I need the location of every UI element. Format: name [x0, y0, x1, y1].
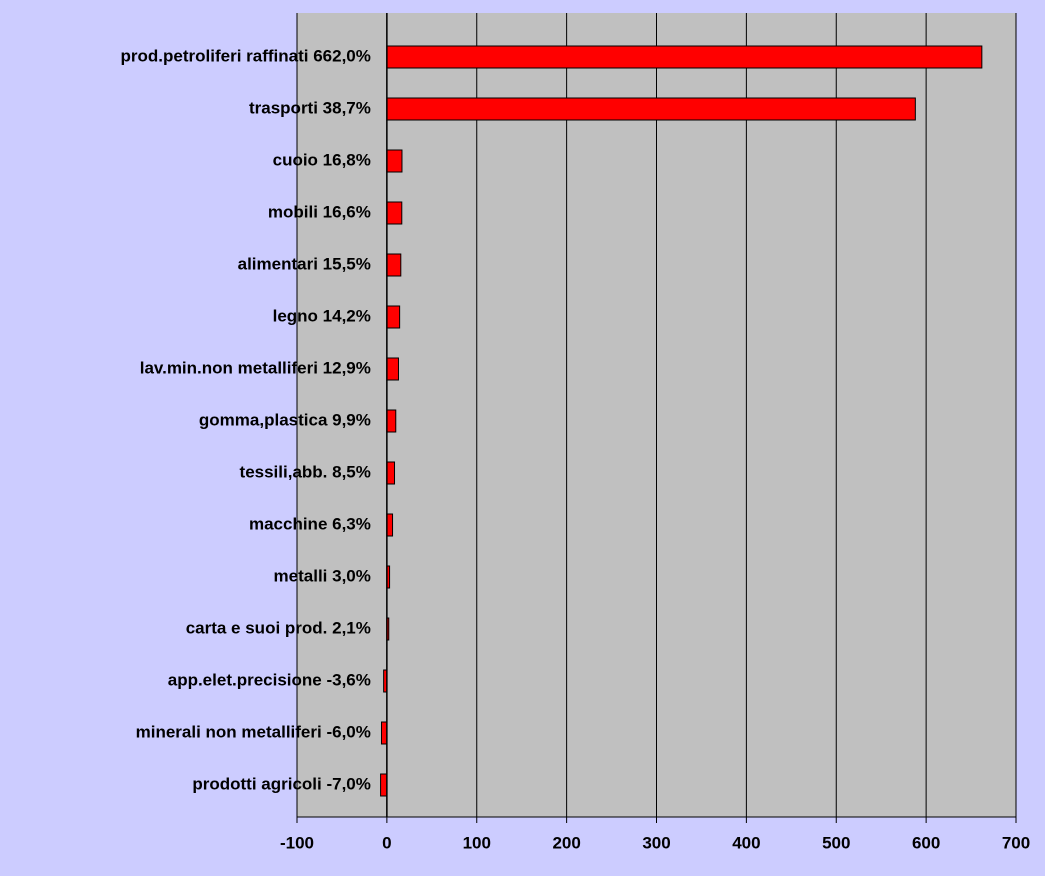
y-tick-label: lav.min.non metalliferi 12,9% [140, 358, 371, 377]
y-tick-label: carta e suoi prod. 2,1% [186, 618, 371, 637]
y-tick-label: cuoio 16,8% [273, 150, 371, 169]
x-tick-label: 600 [912, 833, 940, 852]
y-tick-label: metalli 3,0% [274, 566, 371, 585]
y-tick-label: legno 14,2% [273, 306, 371, 325]
x-tick-label: 100 [463, 833, 491, 852]
bar [386, 409, 397, 433]
y-tick-label: prodotti agricoli -7,0% [192, 774, 371, 793]
bar [386, 461, 396, 485]
y-tick-label: mobili 16,6% [268, 202, 371, 221]
y-tick-label: prod.petroliferi raffinati 662,0% [121, 46, 371, 65]
bar [386, 513, 394, 537]
x-tick-label: 200 [552, 833, 580, 852]
bar [380, 721, 388, 745]
bar [386, 45, 983, 69]
x-tick-label: 400 [732, 833, 760, 852]
bar [386, 97, 916, 121]
x-tick-label: -100 [280, 833, 314, 852]
bar [386, 253, 402, 277]
bar [386, 357, 399, 381]
y-tick-label: gomma,plastica 9,9% [199, 410, 371, 429]
bar [386, 201, 403, 225]
x-tick-label: 700 [1002, 833, 1030, 852]
x-tick-label: 0 [382, 833, 391, 852]
y-tick-label: app.elet.precisione -3,6% [168, 670, 371, 689]
bar [386, 305, 401, 329]
y-tick-label: macchine 6,3% [249, 514, 371, 533]
y-tick-label: tessili,abb. 8,5% [240, 462, 371, 481]
x-tick-label: 500 [822, 833, 850, 852]
y-tick-label: alimentari 15,5% [238, 254, 371, 273]
bar [380, 773, 388, 797]
y-tick-label: trasporti 38,7% [249, 98, 371, 117]
x-tick-label: 300 [642, 833, 670, 852]
y-tick-label: minerali non metalliferi -6,0% [136, 722, 371, 741]
bar [386, 149, 403, 173]
